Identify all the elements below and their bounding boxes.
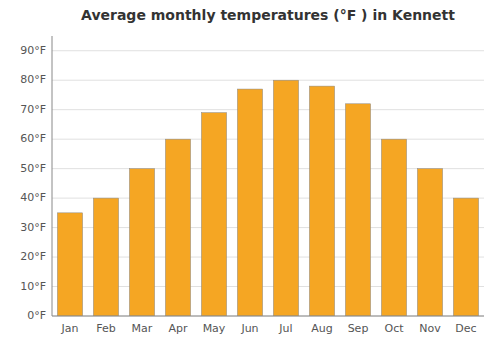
x-tick-label: Feb [96,322,115,335]
grid-line [52,50,484,51]
bar [93,198,118,316]
y-axis-line [52,36,53,316]
bar [237,89,262,316]
y-grid [52,51,484,316]
chart-svg: Average monthly temperatures (°F ) in Ke… [0,0,500,350]
grid-line [52,316,484,317]
bar [309,86,334,316]
y-tick-label: 60°F [20,132,46,145]
x-axis-line [52,316,484,317]
bar [57,213,82,316]
x-tick-label: Jan [61,322,79,335]
grid-line [52,109,484,110]
x-tick-labels: Jan Feb Mar Apr May Jun Jul Aug Sep Oct Nov Dec [61,322,477,335]
bar [345,104,370,316]
x-tick-label: May [203,322,226,335]
y-tick-label: 10°F [20,280,46,293]
x-tick-label: Jul [278,322,292,335]
y-tick-label: 50°F [20,162,46,175]
x-tick-label: Oct [384,322,404,335]
x-tick-label: Mar [132,322,153,335]
bar [129,169,154,316]
bars [57,80,478,316]
bar [165,139,190,316]
x-tick-label: Apr [168,322,188,335]
x-tick-label: Sep [348,322,369,335]
bar [453,198,478,316]
grid-line [52,139,484,140]
y-tick-labels: 0°F 10°F 20°F 30°F 40°F 50°F 60°F 70°F 80°F 90°F [20,44,46,322]
y-tick-label: 70°F [20,103,46,116]
grid-line [52,80,484,81]
y-tick-label: 30°F [20,221,46,234]
y-tick-label: 40°F [20,191,46,204]
x-tick-label: Nov [419,322,441,335]
x-tick-label: Dec [455,322,476,335]
bar [273,80,298,316]
y-tick-label: 0°F [27,309,46,322]
bar [381,139,406,316]
bar [417,169,442,316]
chart-container: Average monthly temperatures (°F ) in Ke… [0,0,500,350]
x-tick-label: Jun [240,322,258,335]
chart-title: Average monthly temperatures (°F ) in Ke… [81,7,455,23]
bar [201,113,226,316]
x-tick-label: Aug [311,322,332,335]
y-tick-label: 20°F [20,250,46,263]
y-tick-label: 80°F [20,73,46,86]
y-tick-label: 90°F [20,44,46,57]
